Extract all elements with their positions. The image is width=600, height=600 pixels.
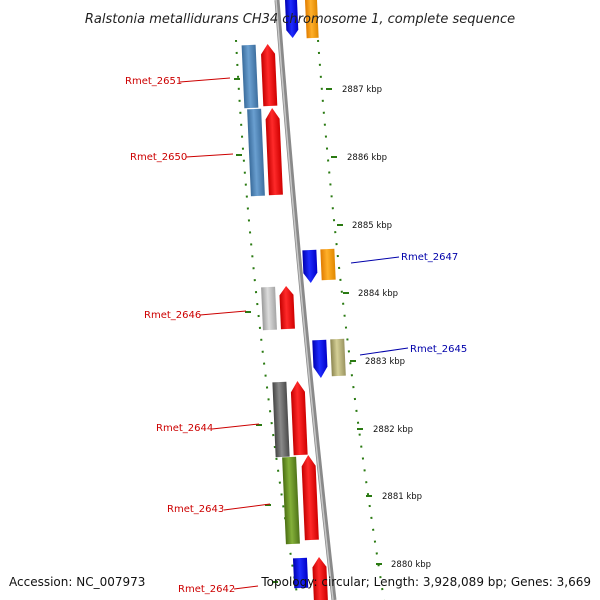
gene-arrow-2643 <box>301 455 319 541</box>
gene-label-rmet-2645[interactable]: Rmet_2645 <box>410 344 467 355</box>
gene-block-2647-blue <box>302 249 318 283</box>
gene-block-2650 <box>247 108 265 197</box>
gene-arrow-2646 <box>279 286 295 330</box>
kbp-ticks <box>326 88 382 565</box>
gene-label-rmet-2644[interactable]: Rmet_2644 <box>156 423 213 434</box>
gene-block-2645-khaki <box>330 338 346 377</box>
gene-label-rmet-2646[interactable]: Rmet_2646 <box>144 310 201 321</box>
right-guide-curve <box>317 39 385 600</box>
gene-block-2647-orange <box>320 248 336 281</box>
gene-block-2642-blue <box>292 557 309 589</box>
gene-block-2646 <box>261 286 277 331</box>
gene-block-2644 <box>272 381 290 458</box>
topology-text: Topology: circular; Length: 3,928,089 bp… <box>260 575 591 589</box>
kbp-label: 2881 kbp <box>382 492 422 502</box>
kbp-label: 2886 kbp <box>347 153 387 163</box>
kbp-labels: 2887 kbp 2886 kbp 2885 kbp 2884 kbp 2883… <box>342 85 431 570</box>
gene-arrow-2651 <box>261 44 278 107</box>
gene-block-2645-blue <box>312 339 328 378</box>
gene-block-2643 <box>282 456 300 545</box>
gene-label-rmet-2651[interactable]: Rmet_2651 <box>125 76 182 87</box>
gene-block-2651 <box>241 44 259 109</box>
gene-labels: Rmet_2651 Rmet_2650 Rmet_2647 Rmet_2646 … <box>125 76 467 595</box>
gene-label-rmet-2647[interactable]: Rmet_2647 <box>401 252 458 263</box>
kbp-label: 2883 kbp <box>365 357 405 367</box>
gene-block-top-orange <box>304 0 319 39</box>
kbp-label: 2887 kbp <box>342 85 382 95</box>
gene-blocks <box>241 0 346 600</box>
leader-lines <box>179 77 409 590</box>
chromosome-backbone <box>274 0 337 600</box>
gene-arrow-2644 <box>290 381 308 456</box>
gene-arrow-2650 <box>265 108 283 196</box>
kbp-label: 2882 kbp <box>373 425 413 435</box>
gene-block-top-blue <box>284 0 299 38</box>
gene-ticks <box>234 78 278 583</box>
gene-label-rmet-2642[interactable]: Rmet_2642 <box>178 584 235 595</box>
kbp-label: 2880 kbp <box>391 560 431 570</box>
gene-arrow-2642 <box>312 557 329 600</box>
kbp-label: 2884 kbp <box>358 289 398 299</box>
accession-text: Accession: NC_007973 <box>9 575 145 589</box>
map-title: Ralstonia metallidurans CH34 chromosome … <box>85 12 515 27</box>
kbp-label: 2885 kbp <box>352 221 392 231</box>
gene-label-rmet-2650[interactable]: Rmet_2650 <box>130 152 187 163</box>
gene-label-rmet-2643[interactable]: Rmet_2643 <box>167 504 224 515</box>
